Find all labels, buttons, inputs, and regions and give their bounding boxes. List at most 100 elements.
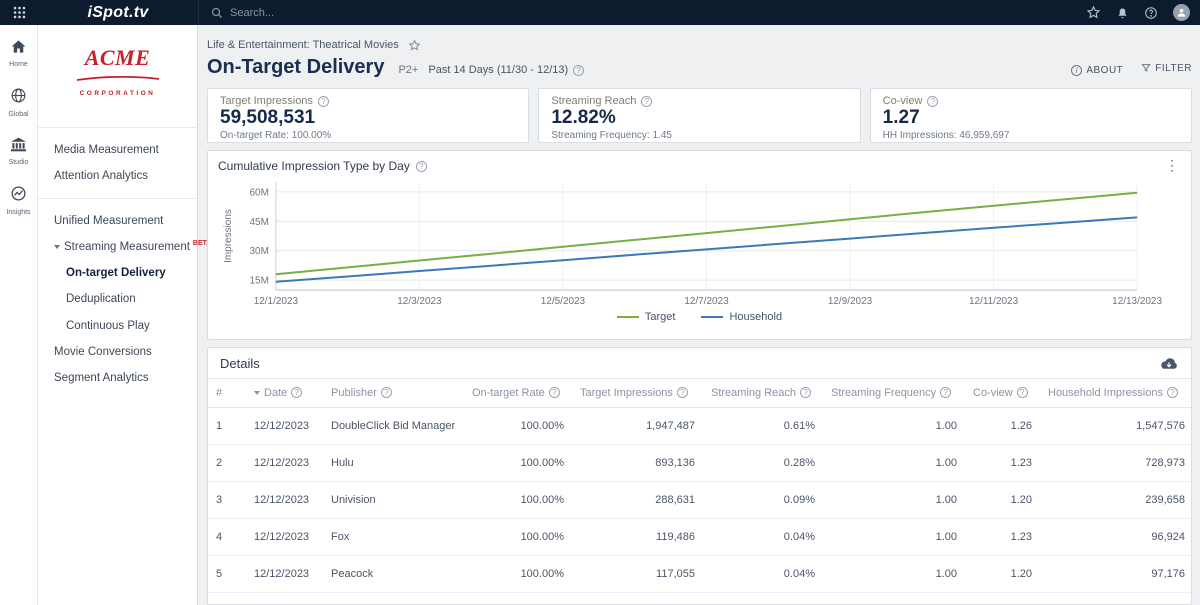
cell-index: 5 <box>208 555 246 593</box>
column-header-co_view[interactable]: Co-view <box>965 378 1040 408</box>
cell-co_view: 1.20 <box>965 481 1040 519</box>
column-header-publisher[interactable]: Publisher <box>323 378 464 408</box>
sidebar-item-movie-conversions[interactable]: Movie Conversions <box>54 345 152 358</box>
favorites-star-icon[interactable] <box>1086 5 1101 20</box>
notifications-bell-icon[interactable] <box>1116 6 1129 20</box>
chart-title: Cumulative Impression Type by Day <box>218 159 410 173</box>
cell-on_target_rate: 100.00% <box>464 481 572 519</box>
table-header-row: #DatePublisherOn-target RateTarget Impre… <box>208 378 1191 408</box>
cell-co_view: 1.23 <box>965 444 1040 482</box>
table-row: 2 12/12/2023 Hulu 100.00% 893,136 0.28% 1.00 1.… <box>208 444 1191 482</box>
cell-target_impressions: 119,486 <box>572 518 703 556</box>
info-icon[interactable] <box>940 387 952 398</box>
cell-streaming_reach: 0.04% <box>703 592 823 604</box>
chart-menu-kebab-icon[interactable] <box>1161 156 1183 174</box>
acme-logo-swoosh <box>76 75 159 81</box>
cell-publisher: Peacock <box>323 555 464 593</box>
legend-item-household[interactable]: Household <box>701 311 782 323</box>
info-icon[interactable] <box>291 387 303 398</box>
cell-household_impressions: 1,547,576 <box>1040 407 1191 445</box>
info-icon[interactable] <box>380 387 392 398</box>
rail-item-global[interactable]: Global <box>8 87 29 118</box>
cell-streaming_reach: 0.28% <box>703 444 823 482</box>
rail-item-home[interactable]: Home <box>9 39 28 68</box>
column-header-target_impressions[interactable]: Target Impressions <box>572 378 703 408</box>
breadcrumb[interactable]: Life & Entertainment: Theatrical Movies <box>207 39 399 51</box>
sidebar-item-media-measurement[interactable]: Media Measurement <box>54 144 159 156</box>
cell-co_view: 1.23 <box>965 518 1040 556</box>
filter-button[interactable]: FILTER <box>1141 63 1192 74</box>
bookmark-star-icon[interactable] <box>408 39 421 52</box>
cell-index: 6 <box>208 592 246 604</box>
cell-household_impressions: 728,973 <box>1040 444 1191 482</box>
insights-chart-icon <box>10 185 27 207</box>
sidebar-item-continuous-play[interactable]: Continuous Play <box>66 319 150 332</box>
rail-item-studio[interactable]: Studio <box>9 137 28 166</box>
ispot-logo[interactable]: iSpot.tv <box>87 3 149 21</box>
kpi-value: 12.82% <box>551 107 616 128</box>
download-cloud-icon[interactable] <box>1159 357 1179 371</box>
column-header-index[interactable]: # <box>208 378 246 408</box>
sidebar-item-deduplication[interactable]: Deduplication <box>66 293 136 306</box>
column-header-date[interactable]: Date <box>246 378 323 408</box>
cell-household_impressions: 239,658 <box>1040 481 1191 519</box>
chevron-down-icon <box>54 245 60 250</box>
svg-text:Impressions: Impressions <box>223 209 234 263</box>
globe-icon <box>10 87 27 109</box>
info-icon[interactable] <box>927 95 939 107</box>
legend-swatch <box>701 316 724 318</box>
about-button[interactable]: ABOUT <box>1071 65 1123 76</box>
sort-desc-icon <box>254 391 260 396</box>
column-header-streaming_reach[interactable]: Streaming Reach <box>703 378 823 408</box>
sidebar-item-segment-analytics[interactable]: Segment Analytics <box>54 371 149 384</box>
info-icon[interactable] <box>800 387 811 398</box>
cell-publisher: Univision <box>323 481 464 519</box>
cell-target_impressions: 114,830 <box>572 592 703 604</box>
info-icon[interactable] <box>676 387 688 398</box>
column-header-streaming_frequency[interactable]: Streaming Frequency <box>823 378 965 408</box>
top-navigation-bar: iSpot.tv <box>0 0 1200 25</box>
sidebar-item-attention-analytics[interactable]: Attention Analytics <box>54 170 148 183</box>
info-icon[interactable] <box>317 95 329 107</box>
icon-rail: Home Global Studio Insights <box>0 25 38 605</box>
cell-target_impressions: 1,947,487 <box>572 407 703 445</box>
svg-text:12/11/2023: 12/11/2023 <box>969 296 1019 307</box>
apps-grid-icon[interactable] <box>0 6 38 19</box>
date-range[interactable]: Past 14 Days (11/30 - 12/13) <box>428 64 569 76</box>
info-icon[interactable] <box>573 65 585 76</box>
details-table: #DatePublisherOn-target RateTarget Impre… <box>208 378 1191 604</box>
kpi-target-impressions: Target Impressions 59,508,531 On-target … <box>207 88 530 143</box>
cell-date: 12/12/2023 <box>246 407 323 445</box>
help-icon[interactable] <box>1144 6 1158 20</box>
svg-text:12/5/2023: 12/5/2023 <box>541 296 586 307</box>
info-icon[interactable] <box>1016 387 1028 398</box>
cell-on_target_rate: 100.00% <box>464 444 572 482</box>
cell-streaming_frequency: 1.00 <box>823 555 965 593</box>
info-icon[interactable] <box>641 95 653 107</box>
info-icon[interactable] <box>1166 387 1178 398</box>
sidebar-menu: Media Measurement Attention Analytics Un… <box>38 127 211 391</box>
cell-on_target_rate: 100.00% <box>464 407 572 445</box>
sidebar-item-streaming-measurement[interactable]: Streaming Measurement BETA <box>38 234 211 260</box>
svg-text:12/3/2023: 12/3/2023 <box>397 296 442 307</box>
cell-on_target_rate: 100.00% <box>464 555 572 593</box>
studio-building-icon <box>10 137 27 157</box>
rail-item-insights[interactable]: Insights <box>6 185 31 216</box>
legend-item-target[interactable]: Target <box>616 311 675 323</box>
chart-legend: Target Household <box>218 311 1181 323</box>
table-row: 1 12/12/2023 DoubleClick Bid Manager 100.00… <box>208 407 1191 445</box>
cell-target_impressions: 893,136 <box>572 444 703 482</box>
sidebar-item-on-target-delivery[interactable]: On-target Delivery <box>66 267 166 280</box>
cell-household_impressions: 97,176 <box>1040 555 1191 593</box>
search-input[interactable] <box>230 6 530 19</box>
user-avatar[interactable] <box>1173 4 1190 21</box>
page-title: On-Target Delivery <box>207 56 385 78</box>
cell-index: 4 <box>208 518 246 556</box>
info-icon[interactable] <box>548 387 560 398</box>
cell-publisher: Samsung TV Plus <box>323 592 464 604</box>
column-header-on_target_rate[interactable]: On-target Rate <box>464 378 572 408</box>
table-row: 3 12/12/2023 Univision 100.00% 288,631 0.09% 1… <box>208 481 1191 519</box>
info-icon[interactable] <box>415 160 427 172</box>
sidebar-item-unified-measurement[interactable]: Unified Measurement <box>54 215 164 228</box>
column-header-household_impressions[interactable]: Household Impressions <box>1040 378 1191 408</box>
